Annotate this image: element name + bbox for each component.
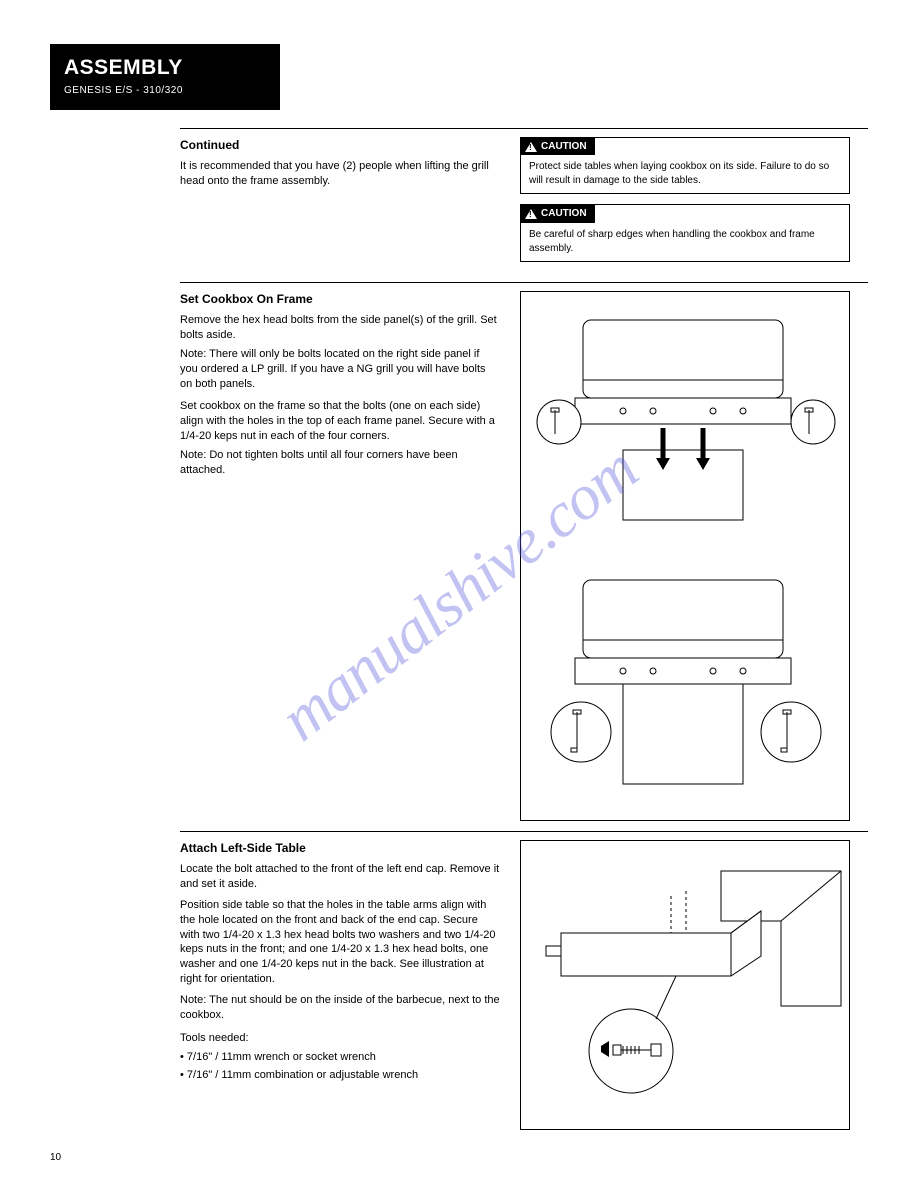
sec3-p2: Position side table so that the holes in… [180,898,500,987]
assembly-header: ASSEMBLY GENESIS E/S - 310/320 [50,44,280,110]
sec2-p2: Set cookbox on the frame so that the bol… [180,399,500,444]
section-side-table: Attach Left-Side Table Locate the bolt a… [180,831,868,1130]
sec2-note2: Note: Do not tighten bolts until all fou… [180,448,500,478]
sec2-p1: Remove the hex head bolts from the side … [180,313,500,343]
tool-1: • 7/16" / 11mm wrench or socket wrench [180,1050,500,1065]
sec2-note1: Note: There will only be bolts located o… [180,347,500,392]
section-continued: Continued It is recommended that you hav… [180,128,868,272]
caution-head-1: CAUTION [521,138,595,156]
figure-side-table [520,840,850,1130]
sec3-title: Attach Left-Side Table [180,840,500,856]
sec2-right [520,291,850,821]
sec3-left: Attach Left-Side Table Locate the bolt a… [180,840,500,1130]
sec2-left: Set Cookbox On Frame Remove the hex head… [180,291,500,821]
warning-icon [525,142,537,152]
caution-label-2: CAUTION [541,207,587,221]
caution-body-1: Protect side tables when laying cookbox … [521,156,849,193]
header-title: ASSEMBLY [64,54,266,82]
sec3-right [520,840,850,1130]
tool-2: • 7/16" / 11mm combination or adjustable… [180,1068,500,1083]
figure-cookbox [520,291,850,821]
caution-box-1: CAUTION Protect side tables when laying … [520,137,850,195]
sec1-body: It is recommended that you have (2) peop… [180,159,500,189]
tools-label: Tools needed: [180,1031,500,1046]
warning-icon [525,209,537,219]
sec3-p1: Locate the bolt attached to the front of… [180,862,500,892]
caution-head-2: CAUTION [521,205,595,223]
sec3-note: Note: The nut should be on the inside of… [180,993,500,1023]
caution-body-2: Be careful of sharp edges when handling … [521,224,849,261]
sec1-left: Continued It is recommended that you hav… [180,137,500,272]
sec1-title: Continued [180,137,500,153]
grill-diagram [521,292,849,820]
page-number: 10 [50,1151,61,1165]
sec1-right: CAUTION Protect side tables when laying … [520,137,850,272]
side-table-diagram [521,841,849,1129]
section-cookbox: Set Cookbox On Frame Remove the hex head… [180,282,868,821]
caution-box-2: CAUTION Be careful of sharp edges when h… [520,204,850,262]
header-subtitle: GENESIS E/S - 310/320 [64,84,266,98]
sec2-title: Set Cookbox On Frame [180,291,500,307]
caution-label-1: CAUTION [541,140,587,154]
